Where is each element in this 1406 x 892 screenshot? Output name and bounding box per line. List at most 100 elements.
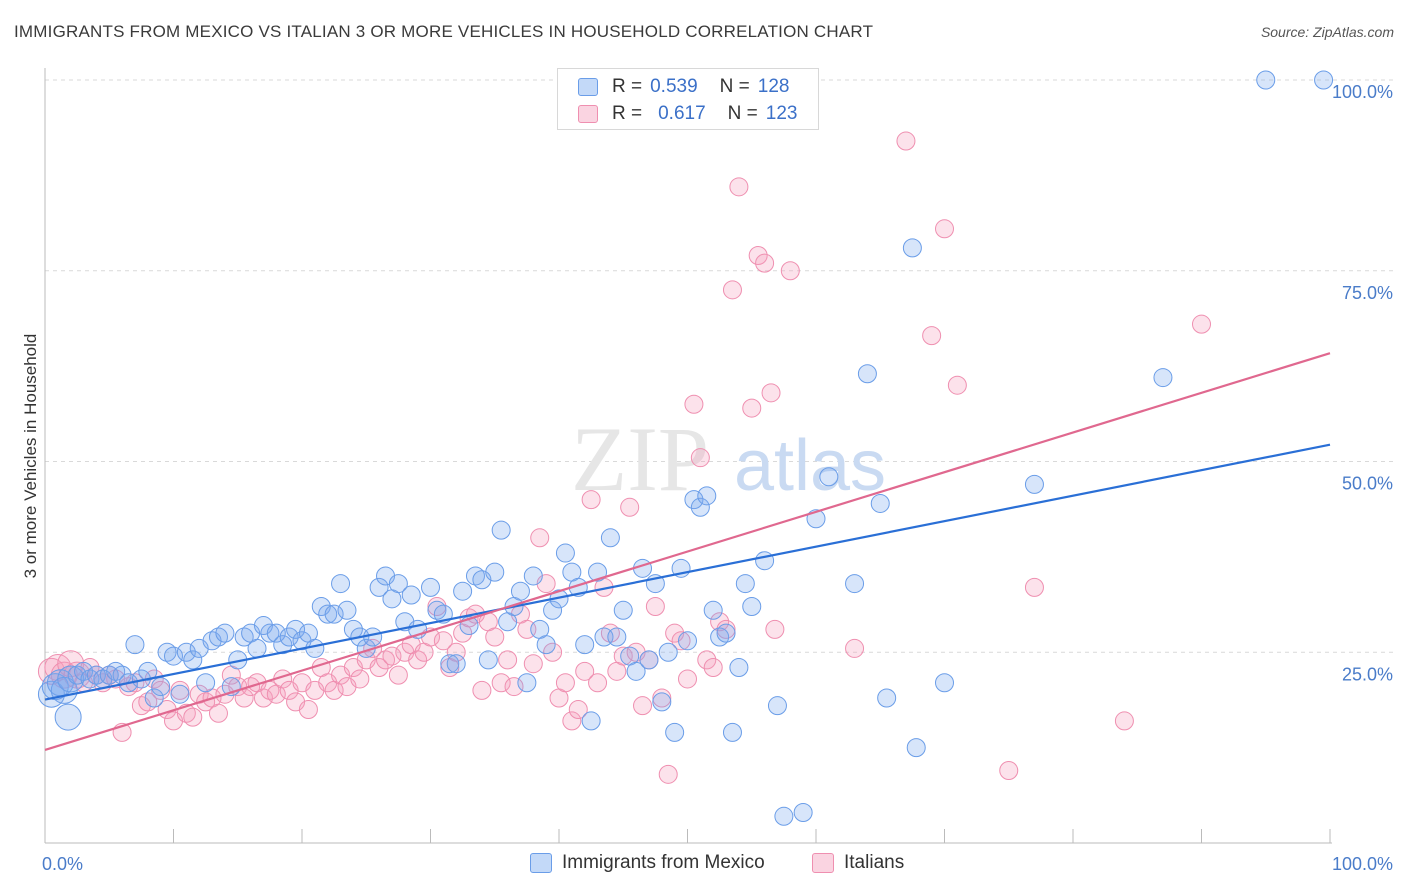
mexico-point — [845, 574, 865, 594]
italians-point — [408, 650, 428, 670]
italians-point — [485, 627, 505, 647]
mexico-point — [555, 543, 575, 563]
legend-row-mexico: R = 0.539 N = 128 — [578, 74, 789, 100]
mexico-point — [626, 661, 646, 681]
mexico-swatch — [578, 78, 598, 96]
italians-point — [748, 245, 768, 265]
mexico-point — [331, 574, 351, 594]
n-label: N = — [719, 76, 750, 97]
mexico-points — [37, 70, 1334, 826]
mexico-point — [485, 562, 505, 582]
mexico-point — [151, 677, 171, 697]
mexico-legend-swatch — [530, 853, 552, 873]
mexico-point — [716, 623, 736, 643]
mexico-point — [324, 604, 344, 624]
italians-point — [729, 177, 749, 197]
mexico-point — [755, 551, 775, 571]
italians-point — [298, 699, 318, 719]
italians-point — [678, 669, 697, 689]
stats-legend: R = 0.539 N = 128 R = 0.617 N = 123 — [557, 68, 819, 130]
mexico-legend-label: Immigrants from Mexico — [562, 852, 765, 873]
italians-point — [742, 398, 762, 418]
mexico-point — [902, 238, 922, 258]
mexico-point — [510, 581, 530, 601]
mexico-point — [697, 486, 717, 506]
mexico-point — [305, 638, 325, 658]
x-tick-label: 0.0% — [42, 854, 83, 874]
italians-point — [491, 673, 511, 693]
mexico-point — [665, 722, 685, 742]
italians-point — [588, 673, 608, 693]
italians-point — [568, 699, 588, 719]
mexico-point — [170, 684, 190, 704]
italians-point — [690, 448, 710, 468]
chart-title: IMMIGRANTS FROM MEXICO VS ITALIAN 3 OR M… — [14, 22, 874, 41]
mexico-point — [57, 665, 85, 693]
italians-point — [658, 764, 678, 784]
watermark: ZIP atlas — [571, 408, 886, 510]
italians-point — [999, 761, 1019, 781]
italians-point — [433, 631, 453, 651]
mexico-point — [1256, 70, 1276, 90]
mexico-point — [722, 722, 742, 742]
mexico-point — [819, 467, 839, 487]
italians-point — [620, 497, 640, 517]
y-tick-label: 50.0% — [1342, 474, 1393, 494]
mexico-point — [588, 562, 608, 582]
italians-legend-label: Italians — [844, 852, 905, 873]
mexico-point — [703, 600, 723, 620]
mexico-point — [138, 661, 158, 681]
mexico-point — [125, 635, 145, 655]
italians-point — [382, 646, 402, 666]
legend-row-italians: R = 0.617 N = 123 — [578, 101, 797, 127]
italians-point — [755, 253, 775, 273]
mexico-point — [215, 623, 235, 643]
mexico-point — [935, 673, 954, 693]
mexico-point — [684, 490, 704, 510]
watermark-zip: ZIP — [571, 408, 709, 510]
italians-point — [765, 619, 785, 639]
n-value-italians: 123 — [765, 103, 798, 124]
legend-item-italians: Italians — [812, 852, 904, 874]
y-tick-label: 75.0% — [1342, 283, 1393, 303]
italians-point — [710, 612, 730, 632]
mexico-point — [581, 711, 601, 731]
italians-point — [780, 261, 800, 281]
mexico-point — [401, 585, 421, 605]
italians-point — [523, 654, 543, 674]
italians-point — [761, 383, 781, 403]
italians-point — [388, 665, 408, 685]
mexico-point — [478, 650, 498, 670]
italians-point — [1192, 314, 1211, 334]
n-label: N = — [727, 103, 758, 124]
italians-point — [703, 658, 723, 678]
italians-point — [530, 528, 550, 548]
legend-item-mexico: Immigrants from Mexico — [530, 852, 765, 874]
mexico-point — [144, 688, 164, 708]
italians-point — [562, 711, 582, 731]
italians-swatch — [578, 105, 598, 123]
r-value-italians: 0.617 — [658, 103, 706, 124]
mexico-point — [877, 688, 897, 708]
mexico-point — [421, 577, 440, 597]
mexico-point — [857, 364, 877, 384]
r-label: R = — [612, 103, 643, 124]
mexico-point — [729, 658, 749, 678]
italians-point — [581, 490, 601, 510]
y-tick-label: 25.0% — [1342, 664, 1393, 684]
n-value-mexico: 128 — [757, 76, 790, 97]
mexico-point — [196, 673, 216, 693]
mexico-point — [176, 642, 196, 662]
mexico-point — [491, 520, 511, 540]
italians-point — [922, 326, 942, 346]
mexico-point — [74, 661, 94, 681]
source-credit: Source: ZipAtlas.com — [1260, 24, 1394, 40]
italians-legend-swatch — [812, 853, 834, 873]
x-tick-label: 100.0% — [1332, 854, 1393, 874]
mexico-point — [164, 646, 183, 666]
mexico-point — [575, 635, 595, 655]
italians-point — [1114, 711, 1134, 731]
mexico-point — [1314, 70, 1334, 90]
italians-point — [613, 646, 633, 666]
mexico-point — [639, 650, 659, 670]
